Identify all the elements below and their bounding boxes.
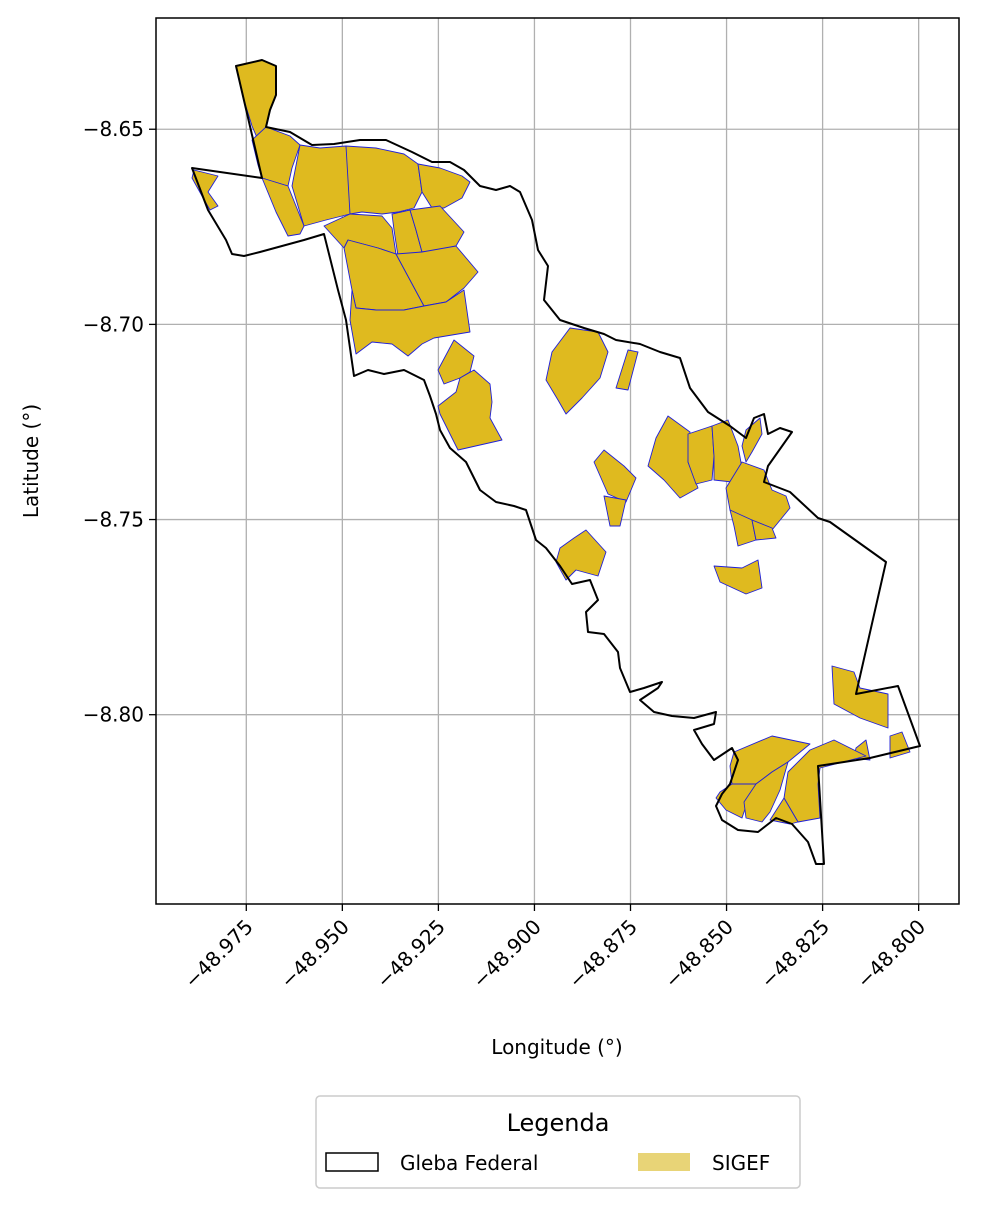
x-tick-label: −48.800 [852,915,930,993]
y-tick-label: −8.80 [83,703,144,727]
x-tick-label: −48.850 [660,915,738,993]
x-tick-label: −48.975 [180,915,258,993]
sigef-parcel [713,559,763,595]
sigef-parcel [831,665,889,729]
y-axis-label: Latitude (°) [19,404,43,518]
sigef-parcels [191,59,911,825]
gleba-federal-boundary [191,59,921,865]
x-axis-label: Longitude (°) [491,1035,622,1059]
sigef-parcel [291,144,351,227]
legend-swatch-sigef [638,1153,690,1171]
legend-label-sigef: SIGEF [712,1151,770,1175]
sigef-parcel [417,163,471,209]
sigef-parcel [395,245,479,307]
legend-swatch-gleba [325,1152,379,1172]
sigef-parcel [603,495,627,527]
x-tick-label: −48.925 [372,915,450,993]
sigef-parcel [349,289,471,357]
sigef-parcel [555,529,607,581]
legend-title: Legenda [507,1109,610,1137]
x-tick-label: −48.875 [564,915,642,993]
sigef-parcel [545,327,609,415]
sigef-parcel [437,369,503,451]
sigef-parcel [751,519,777,541]
legend: Legenda Gleba Federal SIGEF [315,1095,801,1189]
y-tick-label: −8.75 [83,508,144,532]
x-tick-label: −48.825 [756,915,834,993]
sigef-parcel [725,461,791,531]
sigef-parcel [729,509,757,547]
y-tick-label: −8.65 [83,117,144,141]
sigef-parcel [615,349,639,391]
x-tick-label: −48.900 [468,915,546,993]
x-tick-label: −48.950 [276,915,354,993]
sigef-parcel [261,177,305,237]
sigef-parcel [345,145,423,215]
axes-frame [155,17,960,905]
sigef-parcel [191,169,219,211]
legend-label-gleba: Gleba Federal [400,1151,538,1175]
sigef-parcel [743,761,789,823]
y-tick-label: −8.70 [83,312,144,336]
sigef-parcel [783,739,867,823]
sigef-parcel [741,417,763,463]
